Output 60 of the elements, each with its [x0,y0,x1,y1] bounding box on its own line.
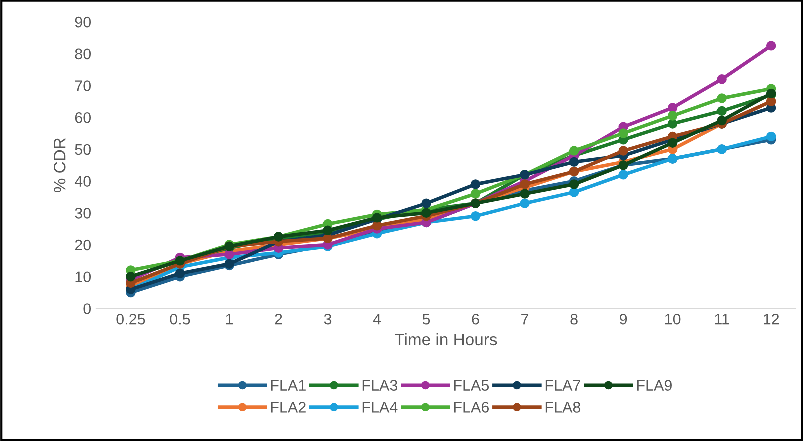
point [470,189,481,199]
point [668,138,678,148]
legend-label: FLA1 [271,380,306,391]
x-tick-label: 9 [620,314,628,325]
x-tick-label: 1 [226,314,233,325]
y-tick-label: 10 [76,272,92,283]
legend-label: FLA9 [637,380,672,391]
y-tick-label: 0 [84,304,92,314]
y-axis-title: % CDR [54,138,66,193]
y-tick-label: 80 [75,48,92,60]
point [569,180,580,190]
x-tick-label: 6 [472,314,480,325]
legend-label: FLA8 [546,402,581,413]
point [372,221,382,231]
x-tick-label: 8 [570,314,578,325]
point [668,119,678,129]
point [470,211,481,222]
x-tick-label: 5 [422,314,430,325]
point [175,268,186,279]
legend-label: FLA4 [362,402,398,413]
point [618,146,628,156]
point [520,198,530,208]
point [569,188,580,198]
x-tick-label: 11 [715,314,730,325]
point [668,103,678,113]
y-tick-label: 60 [75,112,92,124]
point [717,94,727,104]
x-tick-label: 4 [373,314,382,325]
point [569,146,580,156]
x-tick-label: 7 [522,314,529,325]
point [618,170,628,180]
y-tick-label: 40 [74,176,92,187]
legend-label: FLA7 [546,380,580,391]
y-tick-label: 90 [75,16,92,28]
y-tick-label: 30 [75,208,92,219]
point [618,128,628,138]
legend-label: FLA6 [454,402,490,413]
point [717,74,727,84]
x-axis-title: Time in Hours [395,333,498,346]
x-tick-label: 10 [665,314,681,325]
point [422,198,432,208]
y-tick-label: 20 [75,240,92,251]
point [668,111,678,121]
x-tick-label: 2 [275,314,282,325]
y-tick-label: 50 [75,144,92,156]
x-tick-label: 12 [764,314,780,325]
point [717,116,727,126]
legend-label: FLA2 [271,402,306,413]
point [470,180,481,190]
point [717,106,727,116]
y-tick-label: 70 [75,80,92,92]
legend-label: FLA5 [454,380,490,391]
x-tick-label: 0.25 [116,314,146,325]
x-tick-label: 3 [324,314,332,325]
point [569,157,580,168]
x-tick-label: 0.5 [170,314,190,325]
point [422,208,432,218]
legend-label: FLA3 [362,380,398,391]
point [766,132,776,142]
point [766,41,776,51]
